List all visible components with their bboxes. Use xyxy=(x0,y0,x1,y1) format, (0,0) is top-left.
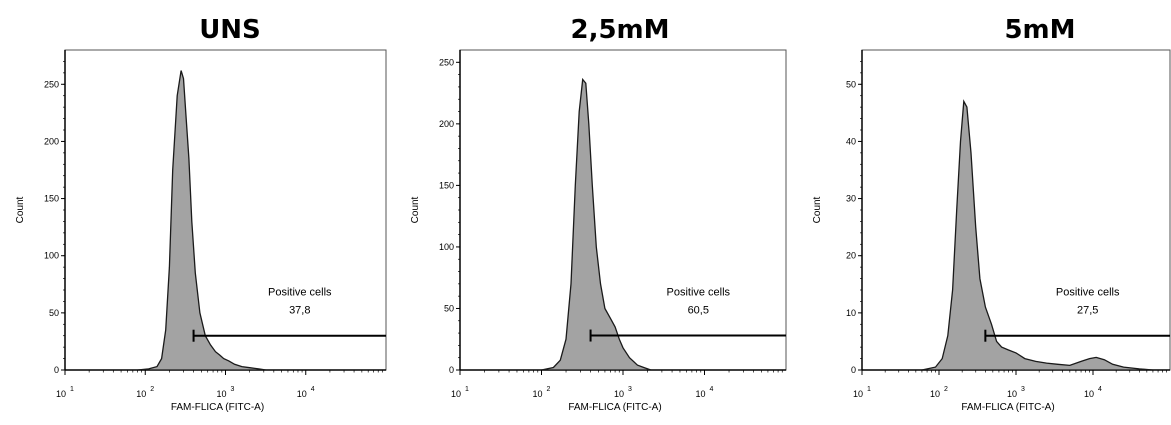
y-tick-label: 100 xyxy=(44,251,59,261)
y-axis-label: Count xyxy=(410,196,421,223)
x-axis-label: FAM-FLICA (FITC-A) xyxy=(171,402,264,413)
x-tick-label: 10 xyxy=(297,389,307,399)
y-tick-label: 50 xyxy=(444,303,454,313)
plot-frame xyxy=(459,49,787,371)
histogram-panel-1: UNS 0 50 100 150 200 250 10 1 10 2 10 3 10 4 FAM-FLICA … xyxy=(15,15,387,413)
x-tick-exponent: 1 xyxy=(867,386,871,393)
histogram-area xyxy=(137,70,267,370)
y-tick-label: 150 xyxy=(439,180,454,190)
x-tick-label: 10 xyxy=(853,389,863,399)
x-axis-label: FAM-FLICA (FITC-A) xyxy=(568,402,661,413)
x-tick-label: 10 xyxy=(451,389,461,399)
x-tick-label: 10 xyxy=(1007,389,1017,399)
y-tick-label: 0 xyxy=(54,365,59,375)
gate-label: Positive cells xyxy=(268,287,332,299)
x-tick-exponent: 4 xyxy=(311,386,315,393)
plot-frame xyxy=(64,49,387,371)
y-axis-label: Count xyxy=(812,196,823,223)
y-tick-label: 40 xyxy=(846,136,856,146)
y-tick-label: 250 xyxy=(439,57,454,67)
x-tick-exponent: 1 xyxy=(465,386,469,393)
y-tick-label: 200 xyxy=(439,119,454,129)
x-tick-exponent: 2 xyxy=(944,386,948,393)
histogram-area xyxy=(921,99,1170,370)
y-tick-label: 0 xyxy=(851,365,856,375)
x-tick-exponent: 3 xyxy=(628,386,632,393)
panel-title: 5mM xyxy=(1004,15,1075,45)
y-tick-label: 20 xyxy=(846,251,856,261)
y-tick-label: 50 xyxy=(49,308,59,318)
plot-frame xyxy=(861,49,1171,371)
y-tick-label: 0 xyxy=(449,365,454,375)
x-tick-exponent: 2 xyxy=(547,386,551,393)
y-tick-label: 30 xyxy=(846,194,856,204)
x-axis-label: FAM-FLICA (FITC-A) xyxy=(961,402,1054,413)
x-tick-exponent: 3 xyxy=(231,386,235,393)
x-tick-label: 10 xyxy=(216,389,226,399)
gate-label: Positive cells xyxy=(1056,287,1120,299)
histogram-area xyxy=(541,77,652,370)
histogram-panel-2: 2,5mM 0 50 100 150 200 250 10 1 10 2 10 3 10 4 FAM-FLIC… xyxy=(410,15,787,413)
y-tick-label: 10 xyxy=(846,308,856,318)
y-tick-label: 50 xyxy=(846,79,856,89)
y-axis-label: Count xyxy=(15,196,26,223)
gate-value: 27,5 xyxy=(1077,305,1098,317)
x-tick-label: 10 xyxy=(136,389,146,399)
gate-value: 37,8 xyxy=(289,305,310,317)
x-tick-exponent: 4 xyxy=(1098,386,1102,393)
x-tick-exponent: 1 xyxy=(70,386,74,393)
histogram-panel-3: 5mM 0 10 20 30 40 50 10 1 10 2 10 3 10 4 FAM-FLICA (FIT… xyxy=(812,15,1171,413)
y-tick-label: 250 xyxy=(44,79,59,89)
x-tick-exponent: 4 xyxy=(710,386,714,393)
panel-title: 2,5mM xyxy=(570,15,669,45)
x-tick-label: 10 xyxy=(532,389,542,399)
x-tick-label: 10 xyxy=(614,389,624,399)
x-tick-label: 10 xyxy=(930,389,940,399)
gate-label: Positive cells xyxy=(666,287,730,299)
x-tick-label: 10 xyxy=(1084,389,1094,399)
x-tick-label: 10 xyxy=(695,389,705,399)
panel-title: UNS xyxy=(199,15,261,45)
x-tick-exponent: 2 xyxy=(150,386,154,393)
y-tick-label: 100 xyxy=(439,242,454,252)
x-tick-label: 10 xyxy=(56,389,66,399)
x-tick-exponent: 3 xyxy=(1021,386,1025,393)
y-tick-label: 150 xyxy=(44,194,59,204)
y-tick-label: 200 xyxy=(44,136,59,146)
gate-value: 60,5 xyxy=(688,305,709,317)
